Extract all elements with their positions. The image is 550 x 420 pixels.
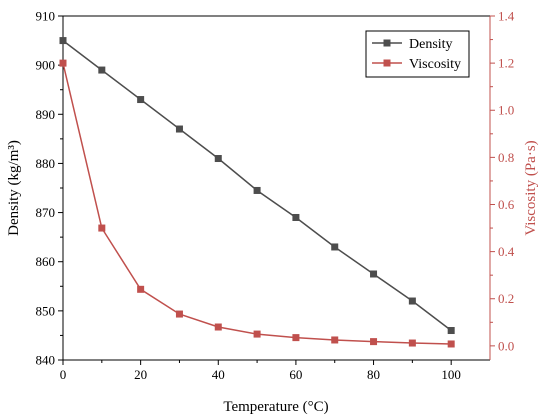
density-point (253, 186, 261, 194)
viscosity-point (175, 310, 183, 318)
density-point (447, 327, 455, 335)
viscosity-point (253, 330, 261, 338)
right-axis-title: Viscosity (Pa·s) (523, 140, 539, 235)
right-y-tick-label: 1.2 (498, 56, 514, 71)
right-y-tick-label: 1.4 (498, 9, 515, 24)
density-point (137, 96, 145, 104)
right-y-tick-label: 1.0 (498, 103, 514, 118)
legend-viscosity-label: Viscosity (409, 57, 461, 72)
right-y-tick-label: 0.6 (498, 197, 515, 212)
right-y-tick-label: 0.8 (498, 150, 514, 165)
left-y-tick-label: 910 (36, 9, 56, 24)
left-y-tick-label: 850 (36, 303, 56, 318)
viscosity-point (292, 334, 300, 342)
x-tick-label: 0 (60, 367, 67, 382)
x-tick-label: 100 (441, 367, 461, 382)
axes: 0 20 40 60 80 100 840 850 860 870 880 890 900 910 0.0 0… (36, 9, 515, 383)
viscosity-point (214, 323, 222, 331)
density-point (175, 125, 183, 133)
viscosity-point (137, 285, 145, 293)
viscosity-point (331, 336, 339, 344)
left-y-tick-label: 880 (36, 156, 56, 171)
x-tick-label: 20 (134, 367, 147, 382)
density-point (214, 155, 222, 163)
x-tick-label: 80 (367, 367, 380, 382)
viscosity-point (98, 224, 106, 232)
density-point (98, 66, 106, 74)
left-y-tick-label: 840 (36, 353, 56, 368)
density-point (408, 297, 416, 305)
viscosity-point (447, 340, 455, 348)
density-line (62, 40, 452, 332)
x-tick-label: 40 (212, 367, 225, 382)
viscosity-line (62, 62, 452, 345)
density-point (331, 243, 339, 251)
right-y-tick-label: 0.0 (498, 338, 514, 353)
left-y-tick-label: 870 (36, 205, 56, 220)
legend-viscosity-marker (383, 59, 391, 67)
viscosity-point (59, 59, 67, 67)
legend-density-marker (383, 39, 391, 47)
legend-box (365, 30, 470, 78)
right-y-tick-label: 0.2 (498, 291, 514, 306)
viscosity-point (408, 339, 416, 347)
density-point (292, 213, 300, 221)
right-y-tick-label: 0.4 (498, 244, 515, 259)
x-tick-label: 60 (289, 367, 302, 382)
viscosity-point (370, 338, 378, 346)
x-axis-title: Temperature (°C) (223, 399, 328, 415)
legend: Density Viscosity (365, 30, 470, 78)
series-layer (59, 37, 455, 348)
left-axis-title: Density (kg/m³) (6, 140, 22, 236)
density-point (59, 37, 67, 45)
density-point (370, 270, 378, 278)
left-y-tick-label: 900 (36, 58, 56, 73)
legend-density-label: Density (409, 37, 453, 52)
left-y-tick-label: 860 (36, 254, 56, 269)
left-y-tick-label: 890 (36, 107, 56, 122)
